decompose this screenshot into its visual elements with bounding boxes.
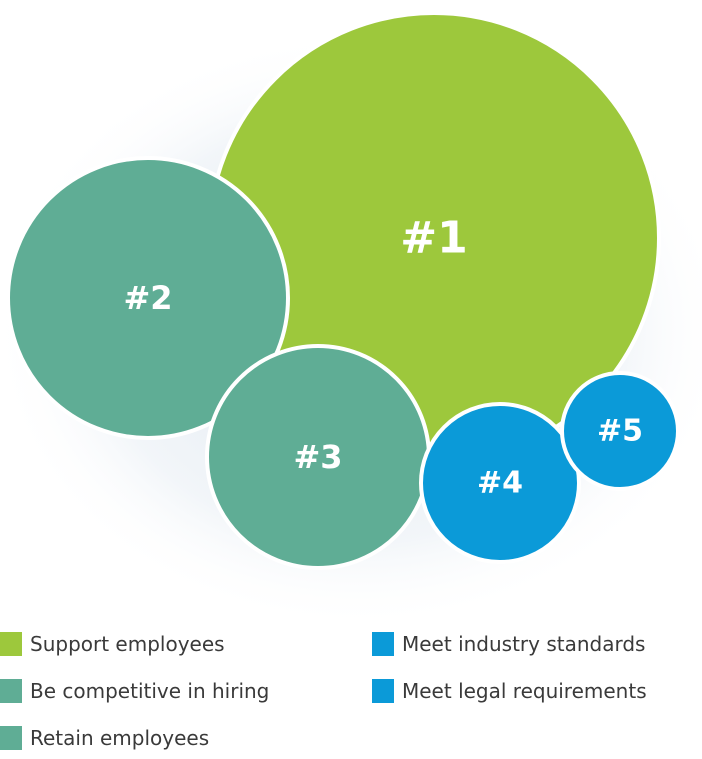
bubbles: #1 #2 #3 #4 #5 bbox=[6, 11, 680, 570]
legend-text: Be competitive in hiring bbox=[30, 679, 269, 703]
bubble-label: #3 bbox=[293, 438, 342, 476]
bubble-label: #1 bbox=[400, 213, 467, 264]
legend-text: Meet legal requirements bbox=[402, 679, 647, 703]
bubble bbox=[419, 402, 581, 564]
bubble-label: #5 bbox=[597, 414, 643, 449]
legend-text: Support employees bbox=[30, 632, 225, 656]
bubble bbox=[560, 371, 680, 491]
legend-swatch bbox=[0, 632, 22, 656]
legend-text: Retain employees bbox=[30, 726, 209, 750]
bubble-label: #4 bbox=[477, 466, 523, 501]
legend-swatch bbox=[372, 632, 394, 656]
legend: Support employees Be competitive in hirin… bbox=[0, 632, 647, 750]
legend-swatch bbox=[0, 726, 22, 750]
legend-swatch bbox=[372, 679, 394, 703]
legend-swatch bbox=[0, 679, 22, 703]
bubble bbox=[6, 156, 290, 440]
legend-text: Meet industry standards bbox=[402, 632, 645, 656]
bubble-label: #2 bbox=[123, 279, 172, 317]
